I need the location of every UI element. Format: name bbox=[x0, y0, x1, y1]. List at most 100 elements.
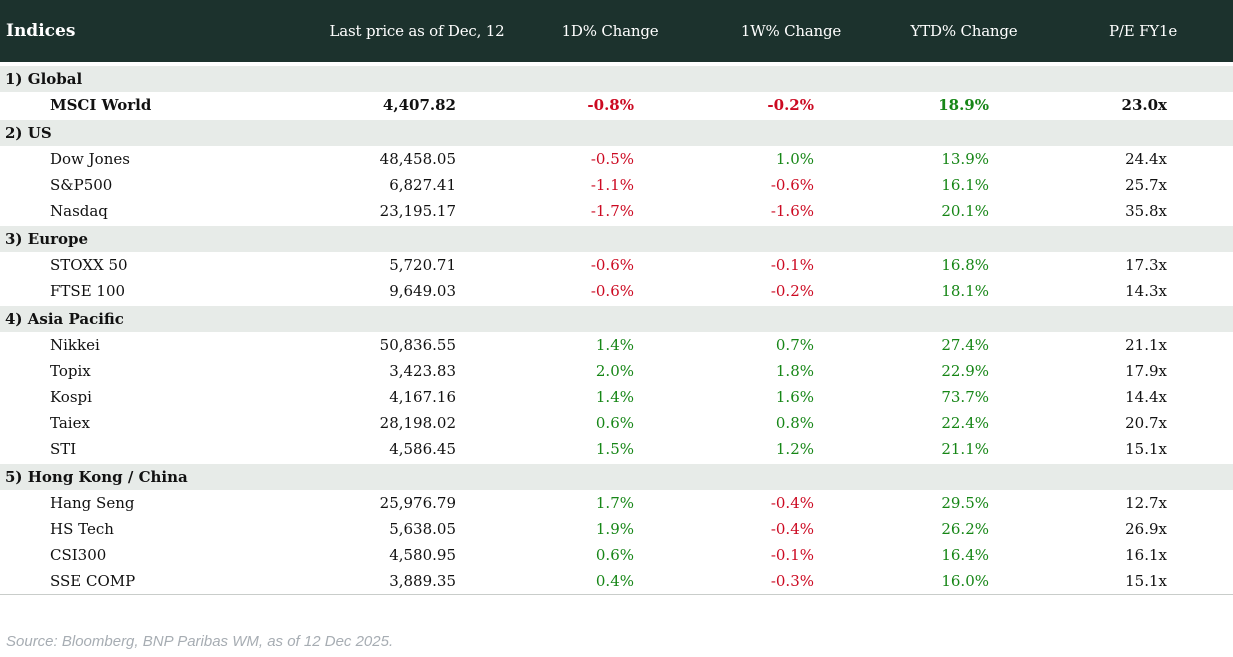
pe-cell: 15.1x bbox=[1125, 440, 1167, 458]
pe-cell: 14.4x bbox=[1125, 388, 1167, 406]
table-body: 1) Global MSCI World 4,407.82 -0.8% -0.2% 18.… bbox=[0, 66, 1233, 594]
section-label: 2) US bbox=[5, 124, 52, 142]
last-price-cell: 23,195.17 bbox=[379, 202, 456, 220]
pe-cell: 25.7x bbox=[1125, 176, 1167, 194]
pe-cell: 17.3x bbox=[1125, 256, 1167, 274]
1d-change-cell: -0.8% bbox=[587, 96, 634, 114]
last-price-cell: 4,167.16 bbox=[389, 388, 456, 406]
column-header-last-price: Last price as of Dec, 12 bbox=[329, 22, 505, 40]
1w-change-cell: 1.8% bbox=[775, 362, 814, 380]
index-name-cell: Dow Jones bbox=[50, 150, 130, 168]
index-name-cell: MSCI World bbox=[50, 96, 152, 114]
table-row: Hang Seng 25,976.79 1.7% -0.4% 29.5% 12.7x bbox=[0, 490, 1233, 516]
1w-change-cell: 1.0% bbox=[775, 150, 814, 168]
1d-change-cell: 1.4% bbox=[595, 388, 634, 406]
1w-change-cell: 1.2% bbox=[775, 440, 814, 458]
index-name-cell: FTSE 100 bbox=[50, 282, 126, 300]
last-price-cell: 3,889.35 bbox=[389, 572, 456, 590]
ytd-change-cell: 26.2% bbox=[941, 520, 989, 538]
section-row: 5) Hong Kong / China bbox=[0, 464, 1233, 490]
table-row: Taiex 28,198.02 0.6% 0.8% 22.4% 20.7x bbox=[0, 410, 1233, 436]
ytd-change-cell: 21.1% bbox=[941, 440, 989, 458]
section-label: 3) Europe bbox=[5, 230, 89, 248]
column-header-1d-change: 1D% Change bbox=[561, 22, 659, 40]
ytd-change-cell: 73.7% bbox=[941, 388, 989, 406]
ytd-change-cell: 13.9% bbox=[941, 150, 989, 168]
pe-cell: 16.1x bbox=[1125, 546, 1167, 564]
pe-cell: 24.4x bbox=[1125, 150, 1167, 168]
1w-change-cell: -0.4% bbox=[770, 520, 814, 538]
ytd-change-cell: 20.1% bbox=[941, 202, 989, 220]
source-note: Source: Bloomberg, BNP Paribas WM, as of… bbox=[6, 633, 394, 650]
index-name-cell: SSE COMP bbox=[50, 572, 136, 590]
pe-cell: 20.7x bbox=[1125, 414, 1167, 432]
1d-change-cell: 1.5% bbox=[595, 440, 634, 458]
section-row: 2) US bbox=[0, 120, 1233, 146]
index-name-cell: Taiex bbox=[50, 414, 90, 432]
last-price-cell: 5,638.05 bbox=[389, 520, 456, 538]
ytd-change-cell: 18.1% bbox=[941, 282, 989, 300]
table-row: MSCI World 4,407.82 -0.8% -0.2% 18.9% 23.0x bbox=[0, 92, 1233, 118]
table-row: CSI300 4,580.95 0.6% -0.1% 16.4% 16.1x bbox=[0, 542, 1233, 568]
ytd-change-cell: 16.8% bbox=[941, 256, 989, 274]
pe-cell: 26.9x bbox=[1125, 520, 1167, 538]
ytd-change-cell: 16.4% bbox=[941, 546, 989, 564]
index-name-cell: Nikkei bbox=[50, 336, 100, 354]
1d-change-cell: 0.4% bbox=[595, 572, 634, 590]
pe-cell: 12.7x bbox=[1125, 494, 1167, 512]
ytd-change-cell: 22.4% bbox=[941, 414, 989, 432]
section-label: 1) Global bbox=[5, 70, 83, 88]
column-header-pe-fy1e: P/E FY1e bbox=[1109, 22, 1177, 40]
index-name-cell: CSI300 bbox=[50, 546, 107, 564]
index-name-cell: Topix bbox=[50, 362, 91, 380]
pe-cell: 35.8x bbox=[1125, 202, 1167, 220]
table-row: Nikkei 50,836.55 1.4% 0.7% 27.4% 21.1x bbox=[0, 332, 1233, 358]
1d-change-cell: -0.6% bbox=[590, 256, 634, 274]
table-row: FTSE 100 9,649.03 -0.6% -0.2% 18.1% 14.3x bbox=[0, 278, 1233, 304]
table-bottom-rule bbox=[0, 594, 1233, 595]
1d-change-cell: -0.6% bbox=[590, 282, 634, 300]
index-name-cell: Hang Seng bbox=[50, 494, 135, 512]
1w-change-cell: -0.4% bbox=[770, 494, 814, 512]
last-price-cell: 5,720.71 bbox=[389, 256, 456, 274]
1d-change-cell: 0.6% bbox=[595, 546, 634, 564]
1w-change-cell: -1.6% bbox=[770, 202, 814, 220]
last-price-cell: 4,407.82 bbox=[382, 96, 456, 114]
column-header-ytd-change: YTD% Change bbox=[910, 22, 1018, 40]
last-price-cell: 6,827.41 bbox=[389, 176, 456, 194]
section-row: 1) Global bbox=[0, 66, 1233, 92]
table-row: HS Tech 5,638.05 1.9% -0.4% 26.2% 26.9x bbox=[0, 516, 1233, 542]
1w-change-cell: -0.2% bbox=[767, 96, 814, 114]
table-row: Topix 3,423.83 2.0% 1.8% 22.9% 17.9x bbox=[0, 358, 1233, 384]
1w-change-cell: -0.1% bbox=[770, 256, 814, 274]
1w-change-cell: -0.1% bbox=[770, 546, 814, 564]
1w-change-cell: -0.6% bbox=[770, 176, 814, 194]
last-price-cell: 4,580.95 bbox=[389, 546, 456, 564]
last-price-cell: 4,586.45 bbox=[389, 440, 456, 458]
1w-change-cell: -0.3% bbox=[770, 572, 814, 590]
section-row: 4) Asia Pacific bbox=[0, 306, 1233, 332]
last-price-cell: 50,836.55 bbox=[379, 336, 456, 354]
pe-cell: 21.1x bbox=[1125, 336, 1167, 354]
index-name-cell: Nasdaq bbox=[50, 202, 108, 220]
last-price-cell: 48,458.05 bbox=[379, 150, 456, 168]
index-name-cell: Kospi bbox=[50, 388, 92, 406]
1d-change-cell: 0.6% bbox=[595, 414, 634, 432]
last-price-cell: 25,976.79 bbox=[379, 494, 456, 512]
table-row: Kospi 4,167.16 1.4% 1.6% 73.7% 14.4x bbox=[0, 384, 1233, 410]
table-row: S&P500 6,827.41 -1.1% -0.6% 16.1% 25.7x bbox=[0, 172, 1233, 198]
column-header-1w-change: 1W% Change bbox=[740, 22, 842, 40]
1d-change-cell: -1.1% bbox=[590, 176, 634, 194]
1w-change-cell: -0.2% bbox=[770, 282, 814, 300]
1d-change-cell: 1.9% bbox=[595, 520, 634, 538]
1d-change-cell: 1.4% bbox=[595, 336, 634, 354]
section-label: 5) Hong Kong / China bbox=[5, 468, 188, 486]
index-name-cell: STOXX 50 bbox=[50, 256, 128, 274]
ytd-change-cell: 16.0% bbox=[941, 572, 989, 590]
index-name-cell: HS Tech bbox=[50, 520, 114, 538]
1w-change-cell: 1.6% bbox=[775, 388, 814, 406]
section-row: 3) Europe bbox=[0, 226, 1233, 252]
last-price-cell: 9,649.03 bbox=[389, 282, 456, 300]
last-price-cell: 3,423.83 bbox=[389, 362, 456, 380]
ytd-change-cell: 22.9% bbox=[941, 362, 989, 380]
